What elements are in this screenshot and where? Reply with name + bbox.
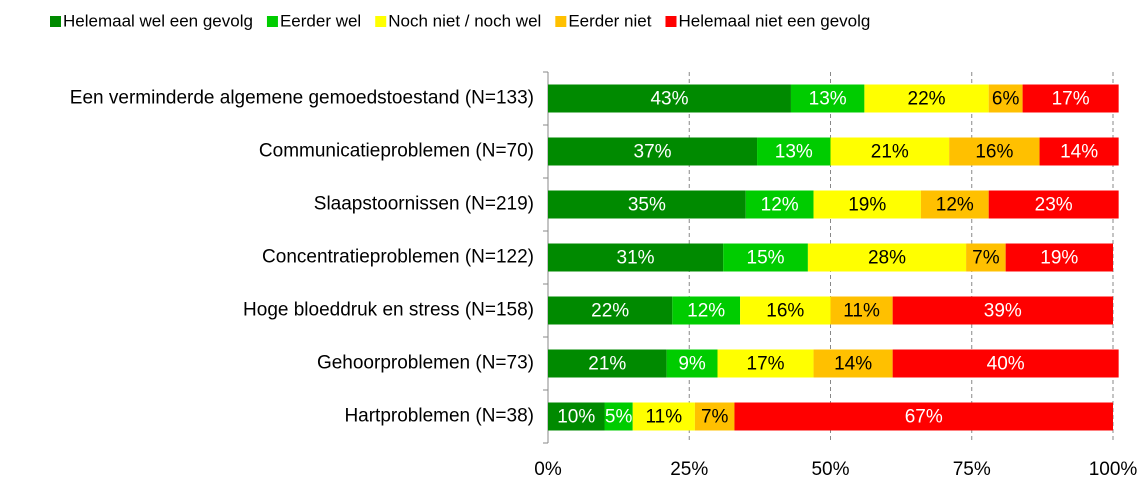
value-label: 31%: [617, 248, 655, 269]
legend-label: Eerder niet: [568, 11, 651, 30]
legend-label: Helemaal niet een gevolg: [678, 11, 870, 30]
legend-label: Helemaal wel een gevolg: [63, 11, 253, 30]
value-label: 28%: [868, 248, 906, 269]
value-label: 40%: [987, 354, 1025, 375]
bar-segment: [548, 296, 673, 325]
legend-swatch: [555, 16, 567, 27]
value-label: 9%: [678, 354, 706, 375]
bar-segment: [723, 243, 808, 272]
bar-segment: [920, 190, 989, 219]
bar-segment: [813, 349, 893, 378]
value-label: 17%: [747, 354, 785, 375]
value-label: 11%: [843, 301, 880, 322]
x-tick-label: 75%: [953, 459, 991, 480]
bar-segment: [830, 296, 893, 325]
legend-swatch: [665, 16, 677, 27]
bar-segment: [892, 296, 1113, 325]
legend-swatch: [266, 16, 278, 27]
value-label: 21%: [871, 142, 909, 163]
x-tick-label: 100%: [1089, 459, 1138, 480]
bar-segment: [892, 349, 1119, 378]
bar-segment: [734, 402, 1113, 431]
value-label: 21%: [588, 354, 626, 375]
bar-segment: [666, 349, 718, 378]
bar-segment: [1005, 243, 1113, 272]
value-label: 16%: [975, 142, 1013, 163]
value-label: 22%: [591, 301, 629, 322]
x-tick-label: 0%: [534, 459, 562, 480]
bar-segment: [745, 190, 814, 219]
value-label: 14%: [1060, 142, 1098, 163]
legend-label: Noch niet / noch wel: [388, 11, 541, 30]
value-label: 5%: [605, 407, 633, 428]
bar-segment: [949, 137, 1040, 166]
bar-segment: [548, 84, 791, 113]
y-tick-label: Slaapstoornissen (N=219): [314, 194, 534, 215]
bar-segment: [548, 137, 758, 166]
value-label: 67%: [905, 407, 943, 428]
bar-segment: [548, 190, 746, 219]
bar-segment: [757, 137, 831, 166]
value-label: 12%: [936, 195, 974, 216]
value-label: 22%: [908, 89, 946, 110]
bar-segment: [740, 296, 831, 325]
bar-segment: [548, 349, 667, 378]
value-label: 10%: [557, 407, 595, 428]
value-label: 13%: [775, 142, 813, 163]
legend-label: Eerder wel: [280, 11, 361, 30]
bar-segment: [864, 84, 989, 113]
value-label: 7%: [701, 407, 729, 428]
y-tick-label: Communicatieproblemen (N=70): [259, 141, 534, 162]
value-label: 37%: [634, 142, 672, 163]
y-tick-label: Concentratieproblemen (N=122): [262, 247, 534, 268]
bar-segment: [830, 137, 950, 166]
y-tick-label: Hoge bloeddruk en stress (N=158): [243, 300, 534, 321]
legend-swatch: [375, 16, 387, 27]
value-label: 39%: [984, 301, 1022, 322]
bar-segment: [807, 243, 967, 272]
y-tick-label: Een verminderde algemene gemoedstoestand…: [70, 88, 534, 109]
value-label: 23%: [1035, 195, 1073, 216]
bar-segment: [813, 190, 921, 219]
value-label: 11%: [646, 407, 683, 428]
value-label: 17%: [1052, 89, 1090, 110]
bar-segment: [604, 402, 633, 431]
legend-swatch: [50, 16, 61, 27]
bar-segment: [1022, 84, 1119, 113]
bar-segment: [988, 190, 1119, 219]
value-label: 19%: [1040, 248, 1078, 269]
bar-segment: [548, 402, 605, 431]
bar-segment: [1039, 137, 1119, 166]
value-label: 19%: [848, 195, 886, 216]
bar-segment: [672, 296, 741, 325]
x-tick-label: 25%: [670, 459, 708, 480]
bar-segment: [988, 84, 1023, 113]
value-label: 12%: [687, 301, 725, 322]
bar-segment: [632, 402, 695, 431]
value-label: 12%: [761, 195, 799, 216]
value-label: 15%: [747, 248, 785, 269]
value-label: 43%: [650, 89, 688, 110]
bar-segment: [790, 84, 865, 113]
value-label: 35%: [628, 195, 666, 216]
bar-segment: [717, 349, 814, 378]
value-label: 7%: [972, 248, 1000, 269]
value-label: 14%: [834, 354, 872, 375]
bar-segment: [694, 402, 735, 431]
bar-segment: [966, 243, 1006, 272]
y-tick-label: Hartproblemen (N=38): [344, 406, 534, 427]
x-tick-label: 50%: [811, 459, 849, 480]
y-tick-label: Gehoorproblemen (N=73): [317, 353, 534, 374]
value-label: 13%: [809, 89, 847, 110]
value-label: 16%: [766, 301, 804, 322]
value-label: 6%: [992, 89, 1020, 110]
bar-segment: [548, 243, 724, 272]
